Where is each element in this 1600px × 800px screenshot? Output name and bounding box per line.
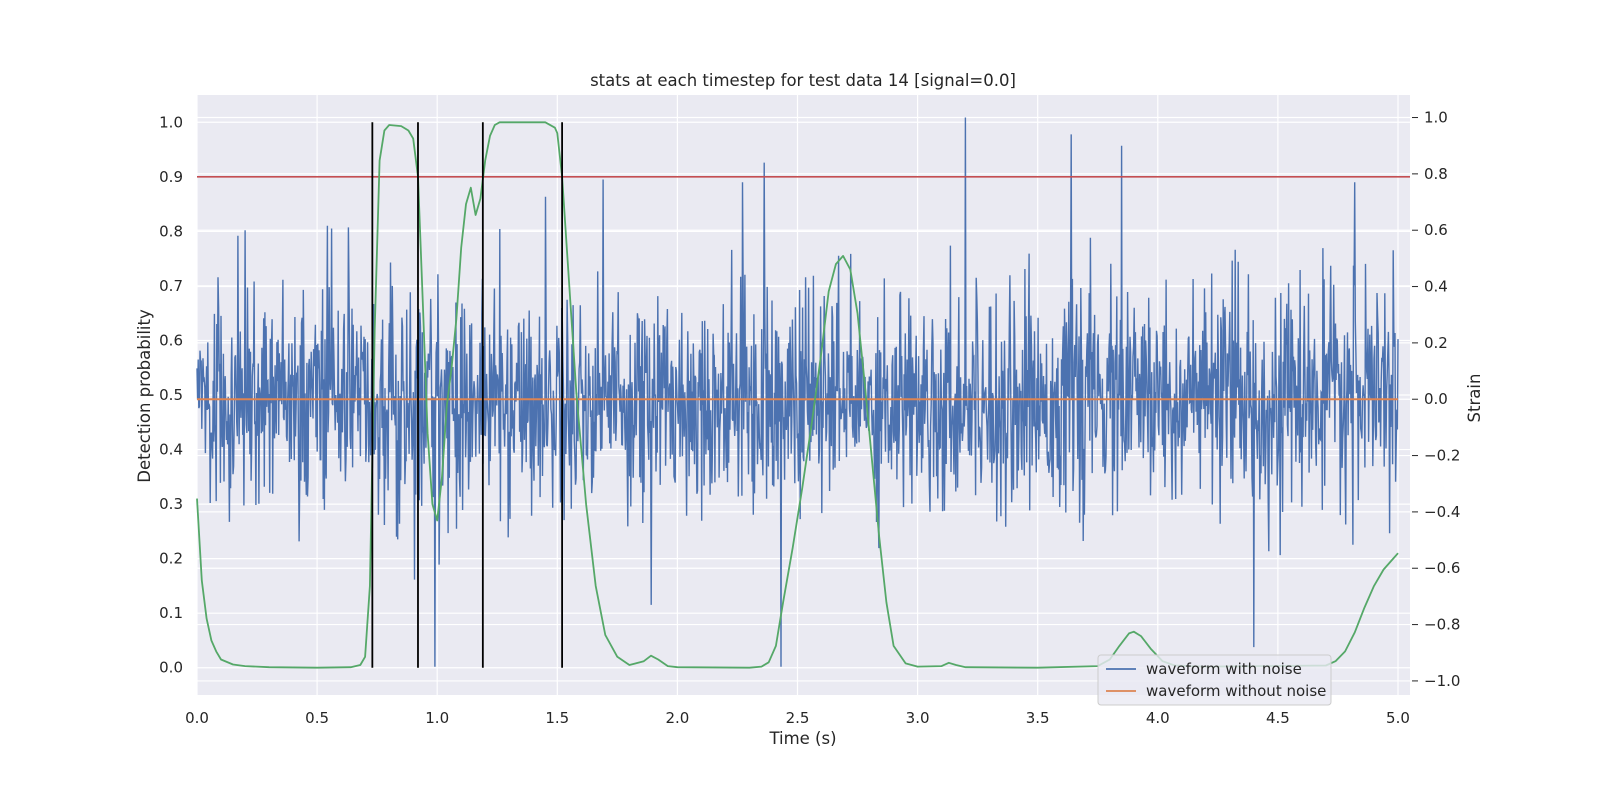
y2-tick-label: −0.8 [1424,616,1460,634]
y-tick-label: 0.0 [159,659,183,677]
x-tick-label: 2.0 [665,709,689,727]
x-tick-label: 3.0 [906,709,930,727]
series-waveform-with-noise [196,117,1399,667]
y2-tick-label: −0.4 [1424,503,1460,521]
legend-label-clean: waveform without noise [1146,682,1326,700]
legend-box [1097,654,1332,706]
y2-tick-label: 0.6 [1424,221,1448,239]
x-tick-label: 3.5 [1026,709,1050,727]
plot-area [196,117,1410,669]
legend-label-noisy: waveform with noise [1146,660,1302,678]
y-tick-label: 0.6 [159,331,183,349]
y2-tick-label: −1.0 [1424,672,1460,690]
chart-title: stats at each timestep for test data 14 … [590,71,1016,90]
y-tick-label: 0.8 [159,222,183,240]
y-tick-label: 0.1 [159,604,183,622]
y2-tick-label: −0.2 [1424,447,1460,465]
x-tick-label: 4.0 [1146,709,1170,727]
y2-tick-label: 1.0 [1424,109,1448,127]
x-tick-label: 5.0 [1386,709,1410,727]
y2-tick-label: 0.8 [1424,165,1448,183]
y-tick-label: 0.5 [159,386,183,404]
y2-axis-title: Strain [1465,374,1484,423]
x-tick-label: 0.0 [185,709,209,727]
x-axis-title: Time (s) [768,729,836,748]
x-tick-label: 4.5 [1266,709,1290,727]
y-axis-title: Detection probability [135,309,154,483]
x-tick-label: 1.0 [425,709,449,727]
y-tick-label: 0.3 [159,495,183,513]
y2-tick-label: −0.6 [1424,559,1460,577]
y-tick-label: 1.0 [159,113,183,131]
y2-tick-label: 0.0 [1424,390,1448,408]
y2-tick-label: 0.4 [1424,278,1448,296]
y-tick-label: 0.4 [159,441,183,459]
y2-tick-label: 0.2 [1424,334,1448,352]
x-tick-label: 0.5 [305,709,329,727]
x-tick-label: 2.5 [786,709,810,727]
x-tick-label: 1.5 [545,709,569,727]
legend: waveform with noise waveform without noi… [1097,654,1332,706]
y-tick-label: 0.9 [159,168,183,186]
y-tick-label: 0.7 [159,277,183,295]
axes: 0.0 0.5 1.0 1.5 2.0 2.5 3.0 3.5 4.0 4.5 5.0 0.0 0.1 0… [159,109,1460,727]
y-tick-label: 0.2 [159,550,183,568]
